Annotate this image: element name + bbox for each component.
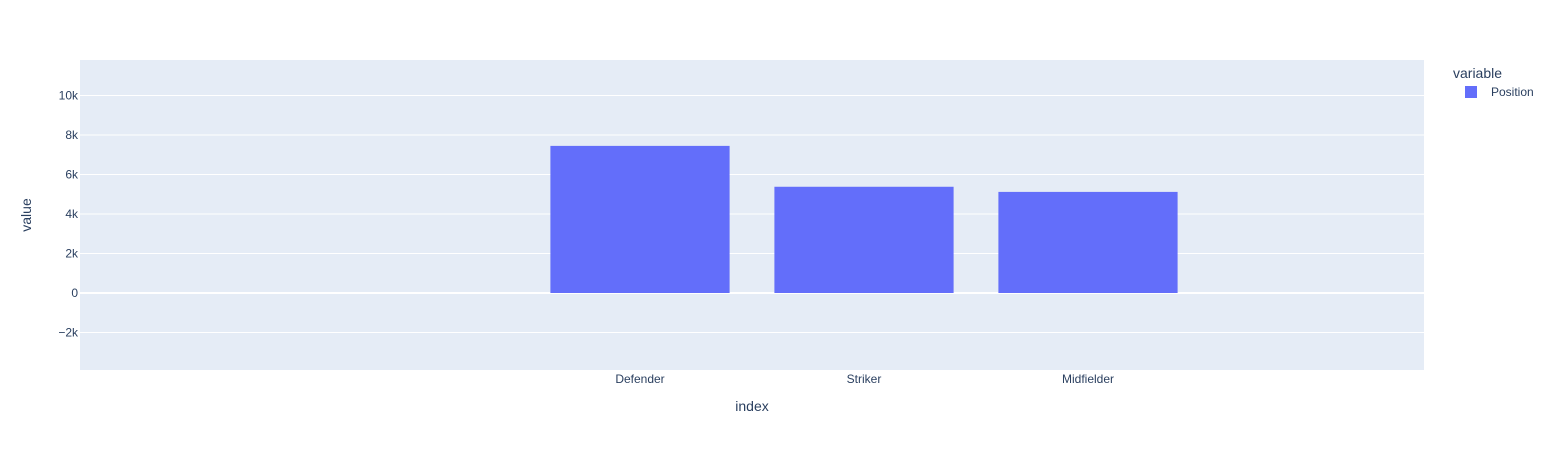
plot-background <box>80 60 1424 370</box>
bar-defender[interactable] <box>550 145 730 293</box>
y-tick-label: 0 <box>71 286 78 300</box>
legend-item-label[interactable]: Position <box>1491 85 1534 99</box>
x-axis-title: index <box>735 398 768 414</box>
y-tick-label: 6k <box>65 168 79 182</box>
y-axis-ticks: −2k 0 2k 4k 6k 8k 10k <box>58 89 79 340</box>
legend[interactable]: variable Position <box>1453 65 1534 99</box>
y-tick-label: 10k <box>59 89 79 103</box>
x-tick-label: Defender <box>615 372 664 386</box>
y-axis-title: value <box>18 198 34 232</box>
x-tick-label: Striker <box>847 372 882 386</box>
legend-swatch[interactable] <box>1465 86 1477 98</box>
y-tick-label: 2k <box>65 247 79 261</box>
legend-title: variable <box>1453 65 1502 81</box>
bars[interactable] <box>550 145 1178 293</box>
y-tick-label: −2k <box>58 325 79 339</box>
bar-midfielder[interactable] <box>998 191 1178 293</box>
bar-striker[interactable] <box>774 186 954 293</box>
y-tick-label: 4k <box>65 207 79 221</box>
x-axis-ticks: Defender Striker Midfielder <box>615 372 1114 386</box>
y-tick-label: 8k <box>65 128 79 142</box>
x-tick-label: Midfielder <box>1062 372 1114 386</box>
grid-lines <box>80 95 1424 333</box>
